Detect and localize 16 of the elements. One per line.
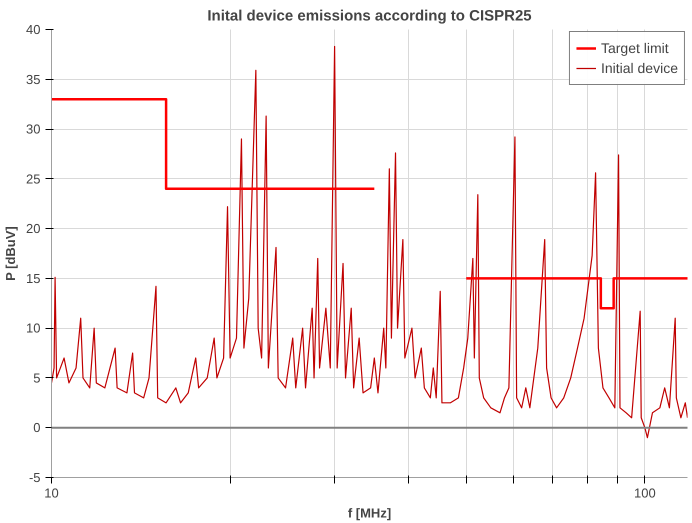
y-tick-label: 0 [33, 420, 41, 436]
chart-title: Inital device emissions according to CISPR25 [207, 8, 532, 24]
y-tick-label: 15 [26, 270, 41, 286]
y-tick-label: 25 [26, 171, 41, 186]
y-tick-label: 35 [26, 72, 41, 87]
y-tick-label: 20 [26, 221, 41, 236]
y-tick-label: 30 [26, 122, 41, 137]
x-tick-label: 100 [634, 486, 656, 500]
y-tick-label: -5 [28, 470, 41, 485]
y-tick-label: 10 [26, 320, 41, 336]
legend-label: Target limit [600, 40, 669, 56]
y-axis-title: P [dBuV] [3, 226, 18, 281]
x-axis-title: f [MHz] [348, 506, 392, 520]
y-tick-label: 5 [33, 370, 41, 386]
y-tick-label: 40 [26, 22, 41, 37]
legend-label: Initial device [600, 60, 678, 76]
